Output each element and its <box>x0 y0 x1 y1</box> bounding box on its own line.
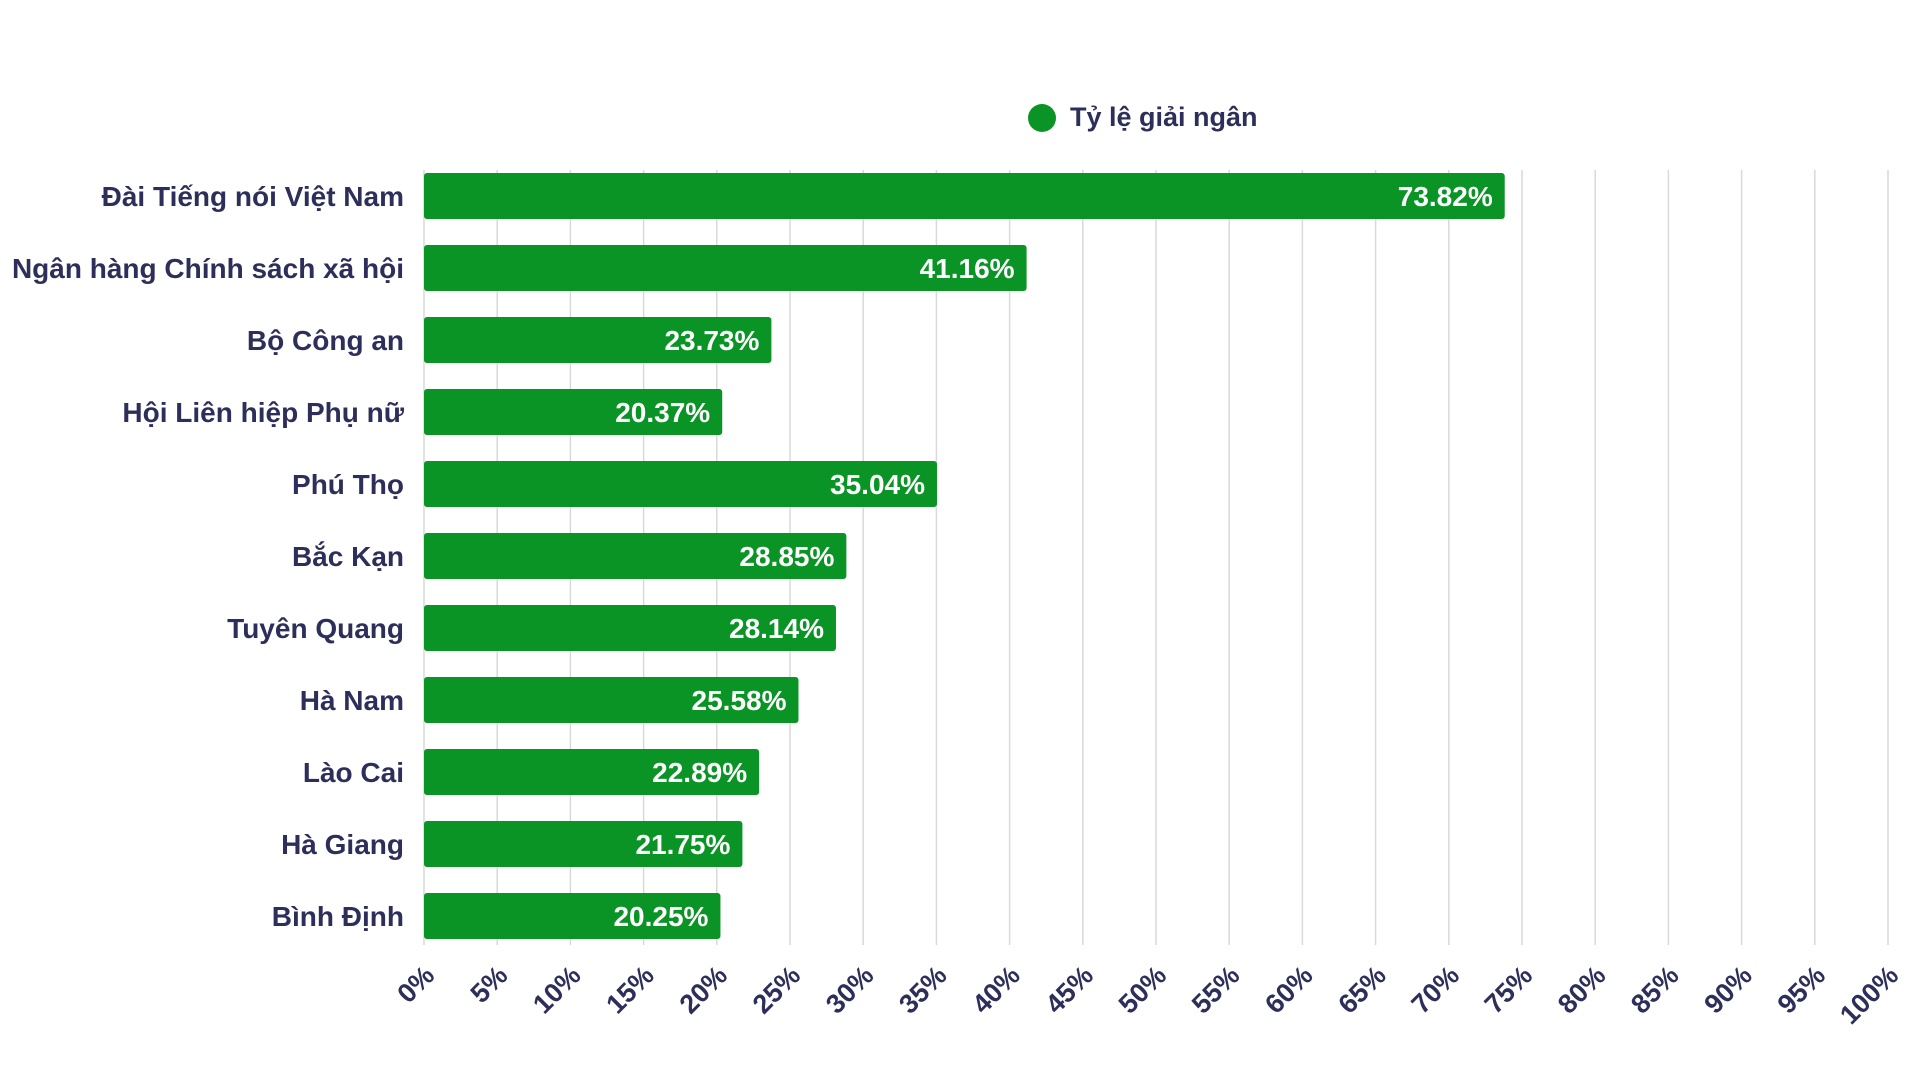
category-label: Tuyên Quang <box>227 613 404 644</box>
category-labels: Đài Tiếng nói Việt Nam Ngân hàng Chính sá… <box>12 181 405 932</box>
category-label: Bắc Kạn <box>292 541 404 572</box>
bar <box>424 173 1505 219</box>
category-label: Bình Định <box>272 901 404 932</box>
data-label: 22.89% <box>652 757 747 788</box>
x-tick-label: 30% <box>820 960 879 1019</box>
bar-series <box>424 173 1505 939</box>
legend-label: Tỷ lệ giải ngân <box>1070 102 1258 132</box>
category-label: Hội Liên hiệp Phụ nữ <box>122 397 404 428</box>
x-tick-label: 55% <box>1186 960 1245 1019</box>
x-tick-label: 85% <box>1625 960 1684 1019</box>
bar <box>424 749 760 795</box>
data-label: 35.04% <box>830 469 925 500</box>
x-tick-label: 60% <box>1259 960 1318 1019</box>
x-tick-label: 45% <box>1040 960 1099 1019</box>
data-label: 28.14% <box>729 613 824 644</box>
bar <box>424 533 847 579</box>
x-tick-label: 80% <box>1552 960 1611 1019</box>
legend-swatch <box>1028 103 1056 132</box>
x-tick-label: 70% <box>1406 960 1465 1019</box>
x-tick-label: 10% <box>527 960 586 1019</box>
data-label: 28.85% <box>739 541 834 572</box>
x-tick-label: 65% <box>1332 960 1391 1019</box>
category-label: Hà Giang <box>281 829 404 860</box>
bar <box>424 245 1027 291</box>
x-tick-label: 25% <box>747 960 806 1019</box>
data-label: 41.16% <box>920 253 1015 284</box>
category-label: Đài Tiếng nói Việt Nam <box>102 181 404 212</box>
grid-lines <box>423 170 1889 945</box>
bar <box>424 461 937 507</box>
data-label: 21.75% <box>635 829 730 860</box>
x-tick-label: 95% <box>1772 960 1831 1019</box>
x-tick-label: 20% <box>674 960 733 1019</box>
bar <box>424 605 836 651</box>
category-label: Ngân hàng Chính sách xã hội <box>12 253 404 284</box>
bar <box>424 317 772 363</box>
value-labels: 73.82% 41.16% 23.73% 20.37% 35.04% 28.85% 28.1… <box>613 181 1492 932</box>
x-tick-label: 0% <box>391 960 440 1009</box>
x-axis-ticks: 0% 5% 10% 15% 20% 25% 30% 35% 40% 45% 50% 55% 60% 65%… <box>391 960 1904 1030</box>
x-tick-label: 5% <box>465 960 514 1009</box>
x-tick-label: 50% <box>1113 960 1172 1019</box>
bar <box>424 389 723 435</box>
data-label: 23.73% <box>664 325 759 356</box>
x-tick-label: 75% <box>1479 960 1538 1019</box>
category-label: Bộ Công an <box>247 325 404 356</box>
data-label: 25.58% <box>692 685 787 716</box>
data-label: 20.25% <box>613 901 708 932</box>
x-tick-label: 90% <box>1698 960 1757 1019</box>
legend: Tỷ lệ giải ngân <box>1028 102 1258 133</box>
data-label: 73.82% <box>1398 181 1493 212</box>
category-label: Hà Nam <box>300 685 404 716</box>
x-tick-label: 15% <box>600 960 659 1019</box>
x-tick-label: 100% <box>1834 960 1904 1030</box>
category-label: Lào Cai <box>303 757 404 788</box>
bar <box>424 677 799 723</box>
bar <box>424 821 743 867</box>
bar <box>424 893 721 939</box>
data-label: 20.37% <box>615 397 710 428</box>
x-tick-label: 35% <box>893 960 952 1019</box>
category-label: Phú Thọ <box>292 469 404 500</box>
x-tick-label: 40% <box>966 960 1025 1019</box>
